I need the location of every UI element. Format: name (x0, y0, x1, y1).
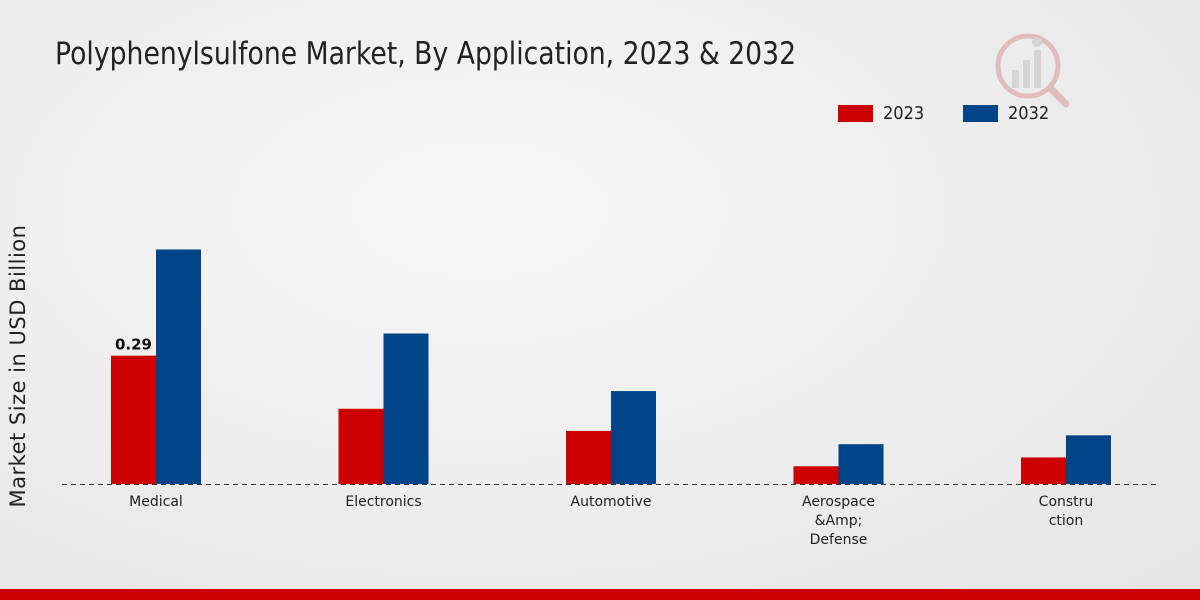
footer-accent-bar (0, 589, 1200, 600)
bar-2023-3 (793, 466, 839, 484)
data-label-0: 0.29 (115, 336, 152, 354)
legend-label-2023: 2023 (883, 103, 925, 124)
brand-logo-icon (995, 33, 1070, 108)
legend-swatch-2032 (962, 105, 998, 122)
legend-item-2032: 2032 (962, 103, 1054, 124)
legend-item-2023: 2023 (838, 103, 929, 124)
bar-2032-4 (1066, 435, 1111, 484)
bar-2032-1 (383, 333, 429, 484)
bar-2023-4 (1021, 457, 1066, 484)
chart-title: Polyphenylsulfone Market, By Application… (55, 36, 797, 72)
x-tick-label-2: Automotive (571, 494, 652, 510)
x-tick-label-3: Aerospace &Amp; Defense (802, 494, 875, 548)
bar-2023-0 (111, 355, 156, 484)
bar-2032-2 (611, 391, 656, 484)
bar-2032-3 (838, 444, 884, 484)
bar-2023-1 (338, 408, 384, 484)
x-tick-label-0: Medical (129, 494, 183, 510)
legend: 2023 2032 (838, 103, 1088, 124)
bar-2032-0 (156, 249, 201, 484)
x-tick-label-4: Constru ction (1039, 494, 1094, 529)
bar-2023-2 (566, 430, 611, 484)
legend-label-2032: 2032 (1007, 103, 1050, 124)
x-tick-label-1: Electronics (345, 494, 421, 510)
legend-swatch-2023 (838, 105, 873, 122)
